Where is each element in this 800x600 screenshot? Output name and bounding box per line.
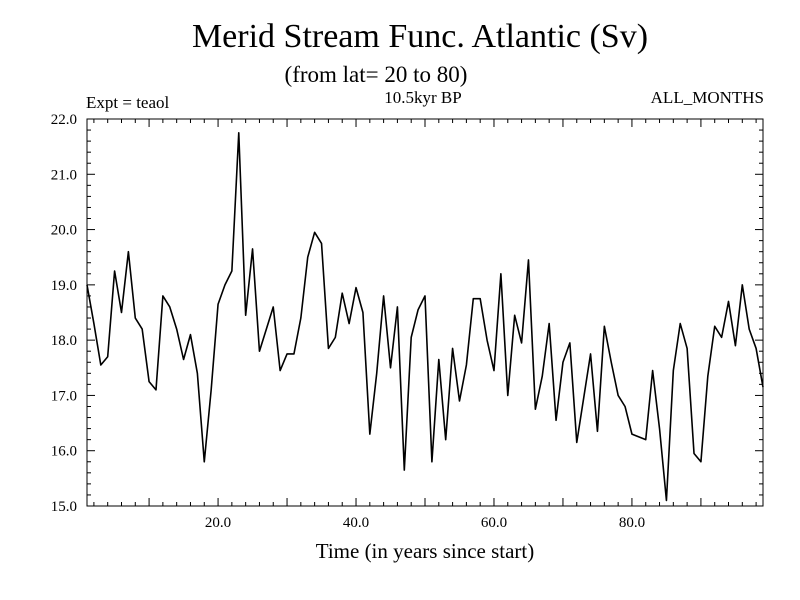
series-line	[86, 132, 764, 502]
y-tick-label: 20.0	[51, 223, 77, 239]
y-tick-label: 16.0	[51, 444, 77, 460]
y-tick-label: 18.0	[51, 333, 77, 349]
period-label: 10.5kyr BP	[384, 88, 461, 107]
chart-title: Merid Stream Func. Atlantic (Sv)	[192, 18, 648, 55]
y-tick-label: 15.0	[51, 499, 77, 515]
experiment-label: Expt = teaol	[86, 93, 170, 112]
plot-frame	[86, 118, 764, 507]
x-tick-label: 80.0	[619, 515, 645, 531]
y-tick-label: 19.0	[51, 278, 77, 294]
x-axis-label: Time (in years since start)	[316, 539, 535, 563]
months-label: ALL_MONTHS	[651, 88, 764, 107]
y-tick-label: 17.0	[51, 388, 77, 404]
x-tick-label: 60.0	[481, 515, 507, 531]
x-tick-label: 20.0	[205, 515, 231, 531]
x-tick-label: 40.0	[343, 515, 369, 531]
y-tick-label: 21.0	[51, 167, 77, 183]
chart-subtitle: (from lat= 20 to 80)	[285, 62, 468, 87]
y-tick-label: 22.0	[51, 112, 77, 128]
axis-tick-labels: 20.0 40.0 60.0 80.0 15.0 16.0 17.0 18.0 19.0 20.0…	[51, 112, 645, 531]
